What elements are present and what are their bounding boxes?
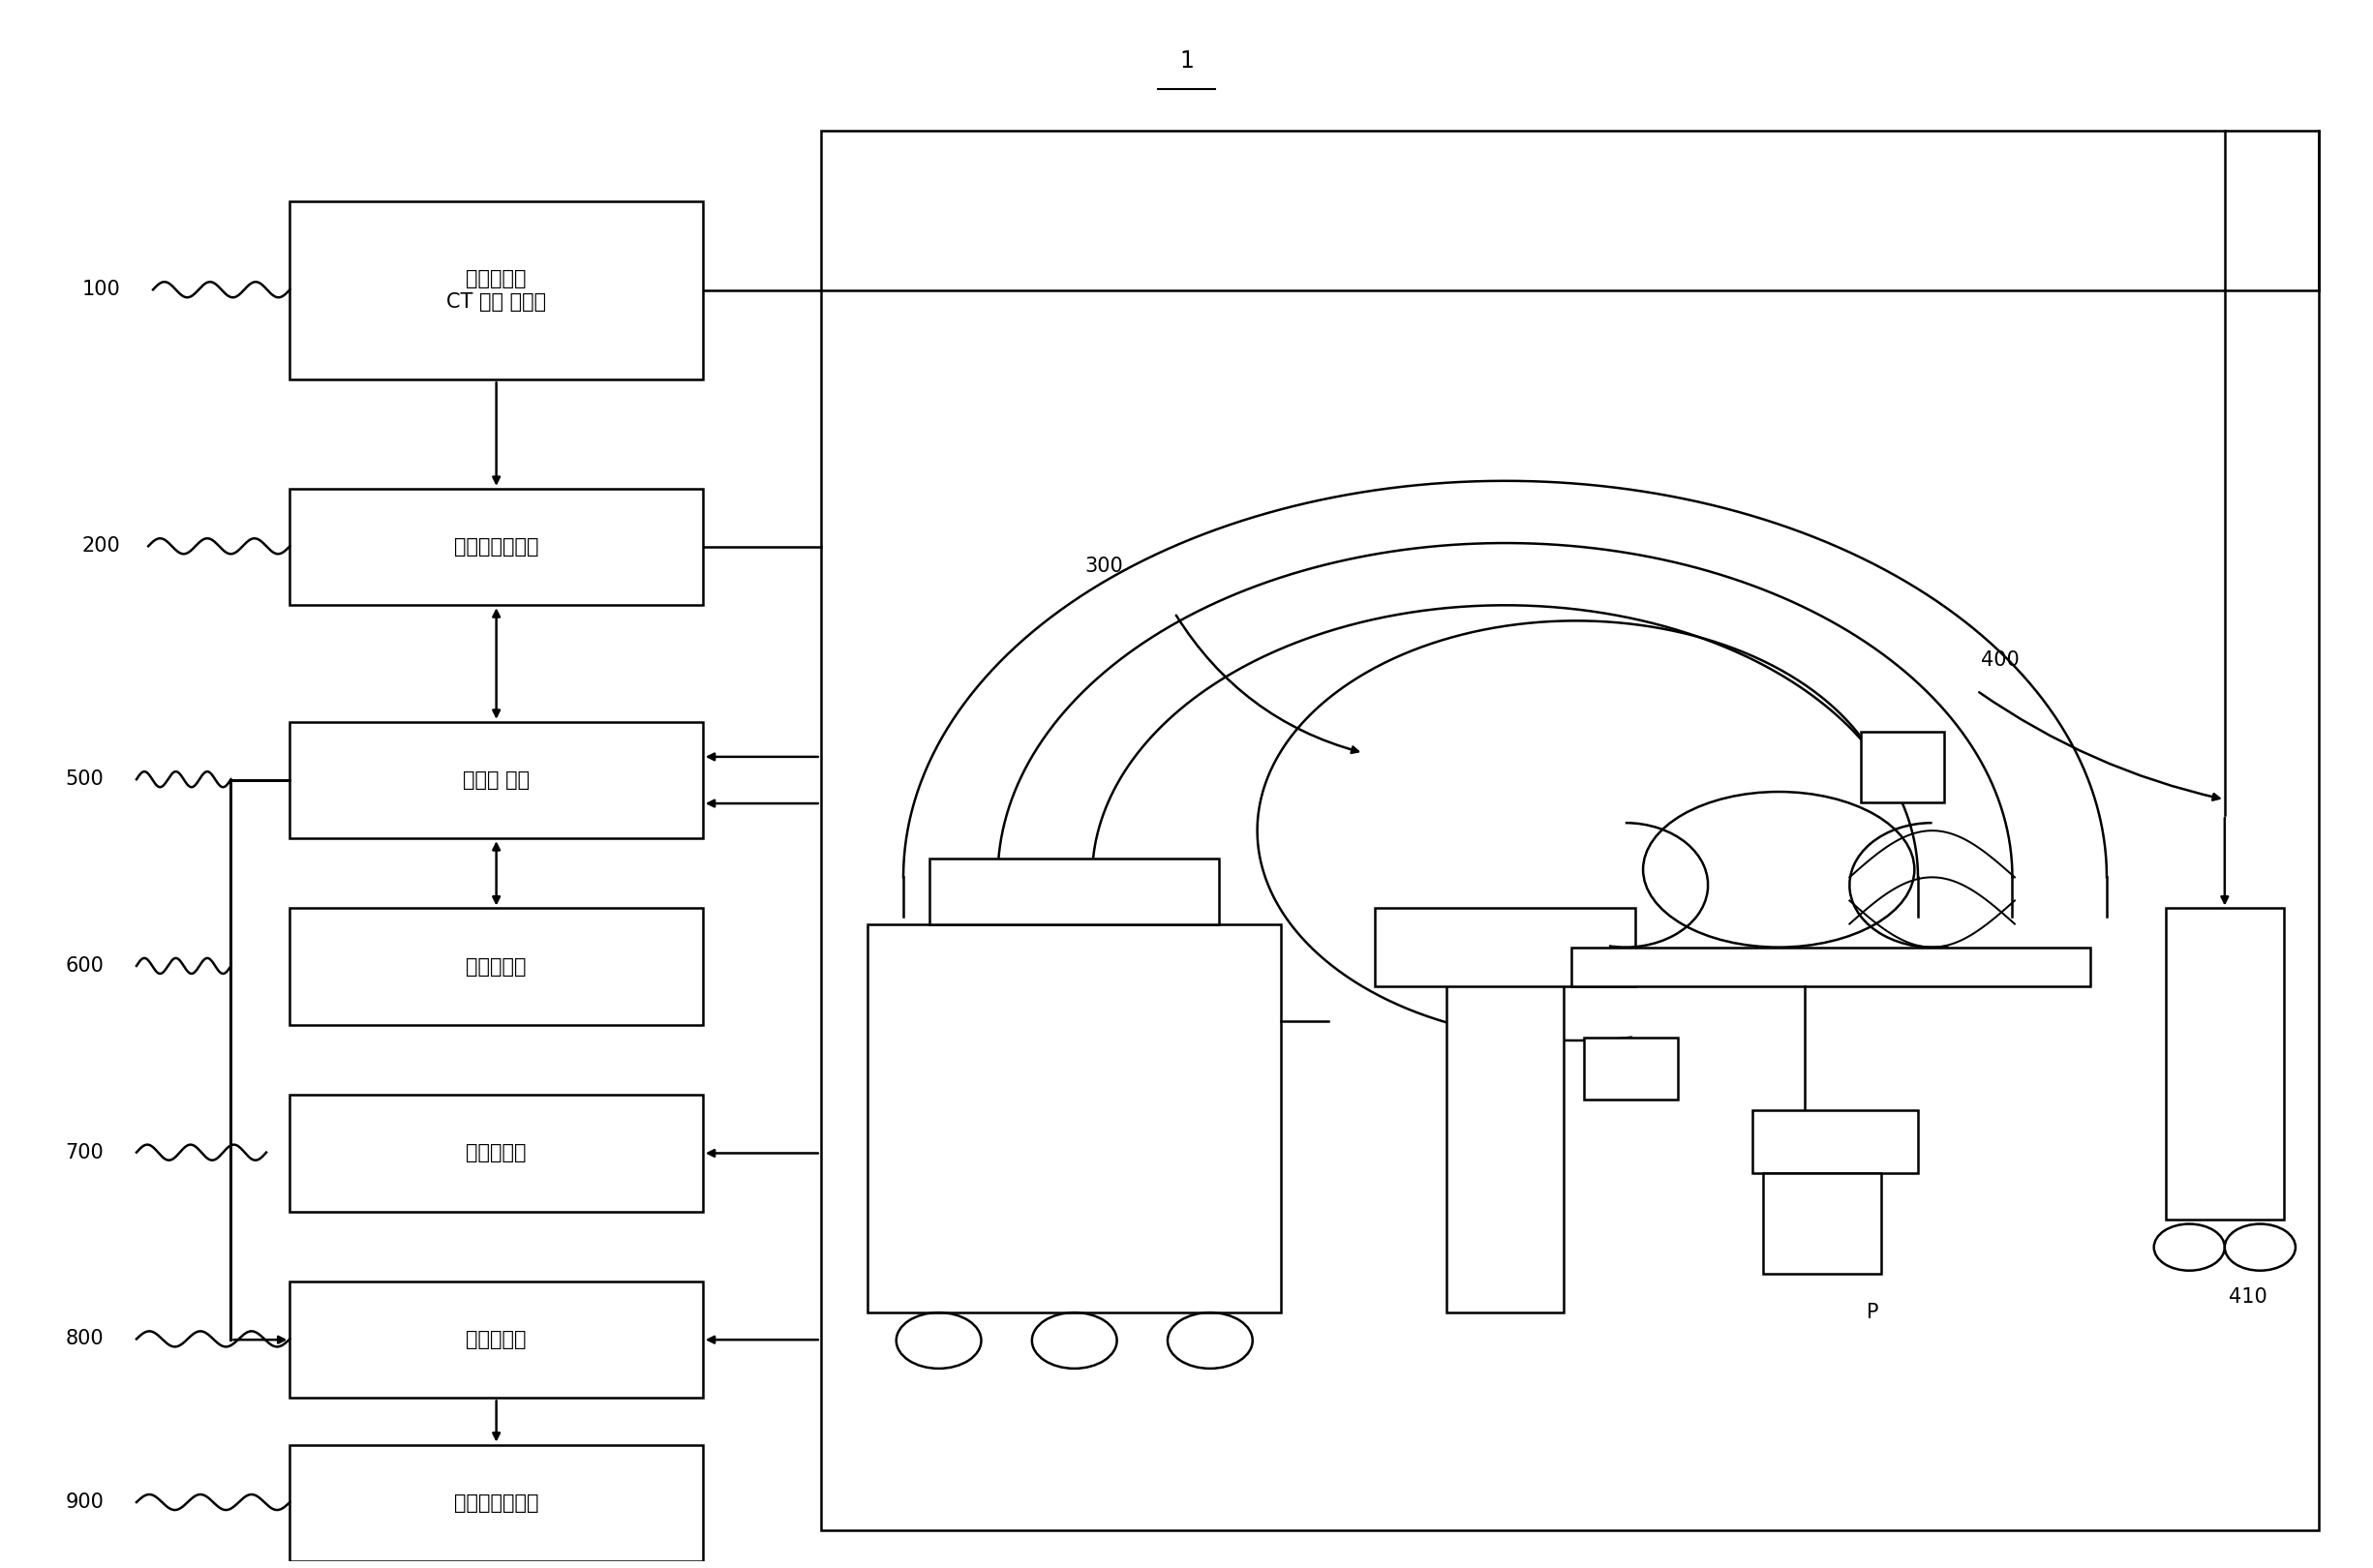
Bar (290, 1444, 702, 1562)
Bar (290, 489, 702, 605)
Bar (290, 1094, 702, 1212)
Text: 800: 800 (66, 1330, 104, 1348)
Bar (869, 924, 1281, 1312)
Bar (1583, 1038, 1678, 1099)
Text: 900: 900 (66, 1493, 104, 1512)
Text: 딥러닝 모델: 딥러닝 모델 (463, 770, 529, 790)
Text: 모니터링부: 모니터링부 (465, 1143, 527, 1163)
Bar (1860, 732, 1943, 801)
Bar (2167, 908, 2283, 1220)
Text: 선량분포검증부: 선량분포검증부 (453, 1493, 539, 1513)
Text: 치료계획용
CT 영상 촬영부: 치료계획용 CT 영상 촬영부 (446, 270, 546, 312)
Bar (290, 721, 702, 839)
Text: P: P (1868, 1303, 1879, 1322)
Text: 500: 500 (66, 770, 104, 789)
Text: 1: 1 (1179, 50, 1194, 72)
Text: 700: 700 (66, 1143, 104, 1162)
Text: 치료계획수립부: 치료계획수립부 (453, 538, 539, 557)
Text: 300: 300 (1084, 557, 1122, 575)
Bar (1445, 924, 1564, 1312)
Text: 100: 100 (81, 281, 121, 299)
Bar (290, 201, 702, 379)
Text: 410: 410 (2228, 1287, 2269, 1306)
Text: 200: 200 (81, 536, 121, 555)
Bar (930, 859, 1220, 924)
Bar (290, 908, 702, 1025)
Bar (1571, 947, 2091, 986)
Bar (821, 132, 2318, 1530)
Bar (1763, 1173, 1882, 1273)
Text: 영상융합부: 영상융합부 (465, 1330, 527, 1350)
Text: 비교분석부: 비교분석부 (465, 956, 527, 977)
Bar (1754, 1110, 1917, 1173)
Bar (290, 1281, 702, 1399)
Ellipse shape (1642, 792, 1915, 947)
Text: 400: 400 (1981, 651, 2019, 670)
Bar (1376, 908, 1635, 986)
Text: 600: 600 (66, 956, 104, 975)
